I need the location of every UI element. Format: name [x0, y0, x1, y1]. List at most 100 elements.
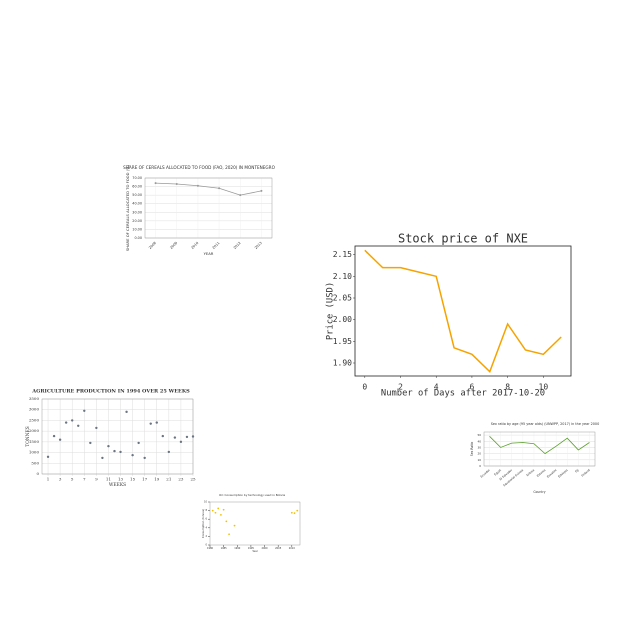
point [101, 456, 104, 460]
y-tick-label: 60.00 [132, 185, 142, 189]
x-tick-label: 10 [539, 383, 549, 392]
chart-title: Sex ratio by age (95 year olds) (UNWPP, … [491, 422, 600, 426]
x-tick-label: 2008 [148, 241, 157, 250]
x-axis-label: Country [533, 490, 545, 494]
point [185, 435, 189, 439]
data-line [364, 249, 562, 374]
y-tick-label: 10 [477, 458, 481, 462]
x-tick-label: Equatorial Guinea [502, 468, 524, 487]
x-tick-label: Eritrea [526, 468, 536, 477]
point [173, 436, 177, 439]
chart: AGRICULTURE PRODUCTION IN 1994 OVER 25 W… [26, 389, 196, 489]
y-tick-label: 1.90 [333, 359, 352, 368]
x-tick-label: 2005 [275, 547, 282, 550]
y-tick-label: 8 [205, 509, 207, 512]
x-tick-label: 17 [142, 477, 148, 482]
x-tick-label: 19 [154, 477, 160, 482]
point [143, 456, 146, 460]
x-axis-label: YEAR [204, 252, 214, 256]
data-line [155, 182, 262, 196]
x-tick-label: 1995 [248, 547, 255, 550]
point [217, 507, 220, 510]
point [296, 509, 299, 512]
point [107, 444, 110, 448]
point [149, 422, 152, 425]
point [154, 182, 157, 185]
y-tick-label: 3500 [29, 396, 40, 401]
point [46, 455, 50, 459]
y-tick-label: 2.15 [333, 250, 352, 259]
y-tick-label: 2 [205, 535, 207, 538]
x-tick-label: 23 [178, 477, 184, 482]
x-tick-label: 2013 [254, 241, 263, 250]
x-axis-label: Year [252, 549, 258, 553]
x-tick-label: 2011 [212, 241, 221, 250]
x-tick-label: 4 [434, 383, 439, 392]
y-tick-label: 0 [36, 471, 39, 476]
y-axis-label: Sex Ratio [470, 442, 474, 457]
x-tick-label: 15 [130, 477, 136, 482]
point [191, 435, 195, 438]
point [58, 438, 62, 441]
x-tick-label: Fiji [574, 468, 580, 474]
y-tick-label: 3000 [29, 407, 40, 412]
y-tick-label: 0 [205, 544, 207, 547]
y-tick-label: 30 [477, 445, 481, 449]
data-line [489, 436, 590, 455]
point [167, 450, 171, 454]
x-tick-label: 2000 [261, 547, 268, 550]
point [239, 194, 242, 197]
x-tick-label: 13 [118, 477, 124, 482]
chart: Oil: Consumption by technology used in B… [201, 493, 301, 553]
x-tick-label: 2010 [289, 547, 296, 550]
point [290, 511, 293, 514]
point [161, 434, 164, 438]
y-tick-label: 0.00 [134, 236, 142, 240]
x-tick-label: Estonia [536, 468, 547, 478]
point [131, 453, 134, 457]
chart-title: Stock price of NXE [398, 232, 528, 246]
x-tick-label: 11 [106, 477, 111, 482]
y-tick-label: 40.00 [132, 202, 142, 206]
y-tick-label: 1.95 [333, 337, 352, 346]
point [125, 410, 128, 414]
x-tick-label: 21 [166, 477, 171, 482]
point [211, 509, 214, 512]
plot-frame [483, 431, 596, 467]
x-tick-label: 1985 [221, 547, 228, 550]
x-tick-label: 1 [47, 477, 50, 482]
y-tick-label: 70.00 [132, 176, 142, 180]
chart: Sex ratio by age (95 year olds) (UNWPP, … [470, 422, 599, 494]
plot-frame [354, 245, 572, 377]
y-tick-label: 10.00 [132, 227, 142, 231]
point [196, 184, 199, 187]
x-tick-label: 1990 [234, 547, 241, 550]
y-axis-label: SHARE OF CEREALS ALLOCATED TO FOOD (%) [126, 164, 130, 251]
chart: Stock price of NXE Number of Days after 2… [326, 232, 572, 399]
point [179, 440, 183, 444]
y-axis-label: Price (USD) [326, 282, 336, 340]
y-tick-label: 2500 [29, 417, 40, 422]
point [113, 449, 116, 453]
y-tick-label: 50.00 [132, 193, 142, 197]
x-tick-label: 0 [362, 383, 367, 392]
chart-title: SHARE OF CEREALS ALLOCATED TO FOOD (FAO,… [123, 165, 275, 170]
point [83, 409, 86, 412]
x-tick-label: Ethiopia [557, 468, 569, 479]
plot-frame [41, 398, 194, 475]
point [155, 421, 158, 424]
y-tick-label: 20.00 [132, 219, 142, 223]
chart-title: Oil: Consumption by technology used in B… [219, 493, 285, 497]
point [137, 441, 140, 445]
point [119, 450, 122, 454]
point [222, 508, 225, 511]
y-tick-label: 10 [204, 501, 208, 504]
y-tick-label: 1500 [29, 439, 40, 444]
y-tick-label: 2000 [29, 428, 40, 433]
chart: SHARE OF CEREALS ALLOCATED TO FOOD (FAO,… [123, 164, 275, 256]
point [89, 441, 92, 445]
point [214, 511, 217, 514]
x-tick-label: Egypt [493, 468, 502, 477]
point [225, 520, 228, 523]
